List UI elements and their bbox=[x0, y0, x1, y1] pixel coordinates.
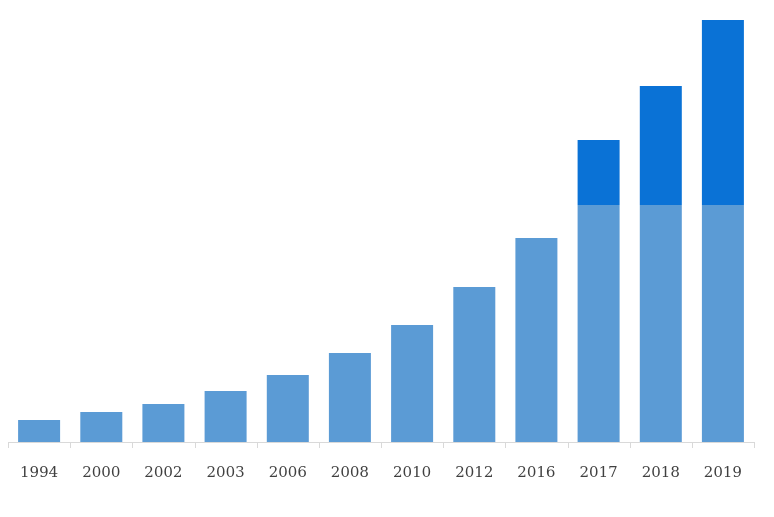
bar-2016-segment-1 bbox=[515, 238, 558, 442]
bar-2018-segment-1 bbox=[639, 205, 682, 442]
x-tick-label-2017: 2017 bbox=[580, 463, 618, 481]
bar-1994-segment-1 bbox=[18, 420, 61, 442]
x-tick-label-2006: 2006 bbox=[269, 463, 307, 481]
bar-2012-segment-1 bbox=[453, 287, 496, 442]
x-tick-label-1994: 1994 bbox=[20, 463, 58, 481]
x-tick-labels: 1994 2000 2002 2003 2006 2008 2010 2012 2016 2017… bbox=[20, 463, 742, 481]
x-tick-label-2010: 2010 bbox=[393, 463, 431, 481]
bar-2019-segment-1 bbox=[701, 205, 744, 442]
x-tick-label-2019: 2019 bbox=[704, 463, 742, 481]
bars-layer bbox=[18, 20, 744, 442]
bar-2006-segment-1 bbox=[266, 375, 309, 442]
bar-2002-segment-1 bbox=[142, 404, 185, 442]
bar-2017-segment-1 bbox=[577, 205, 620, 442]
bar-2017-segment-2 bbox=[577, 140, 620, 205]
bar-2003-segment-1 bbox=[204, 391, 247, 442]
x-tick-label-2003: 2003 bbox=[207, 463, 245, 481]
bar-2010-segment-1 bbox=[391, 325, 434, 442]
bar-2019-segment-2 bbox=[701, 20, 744, 205]
x-tick-label-2002: 2002 bbox=[144, 463, 182, 481]
x-axis bbox=[8, 442, 755, 448]
x-tick-label-2012: 2012 bbox=[455, 463, 493, 481]
bar-2018-segment-2 bbox=[639, 86, 682, 205]
x-tick-label-2008: 2008 bbox=[331, 463, 369, 481]
x-tick-label-2018: 2018 bbox=[642, 463, 680, 481]
bar-2000-segment-1 bbox=[80, 412, 123, 442]
x-tick-label-2000: 2000 bbox=[82, 463, 120, 481]
bar-2008-segment-1 bbox=[328, 353, 371, 442]
x-tick-label-2016: 2016 bbox=[517, 463, 555, 481]
